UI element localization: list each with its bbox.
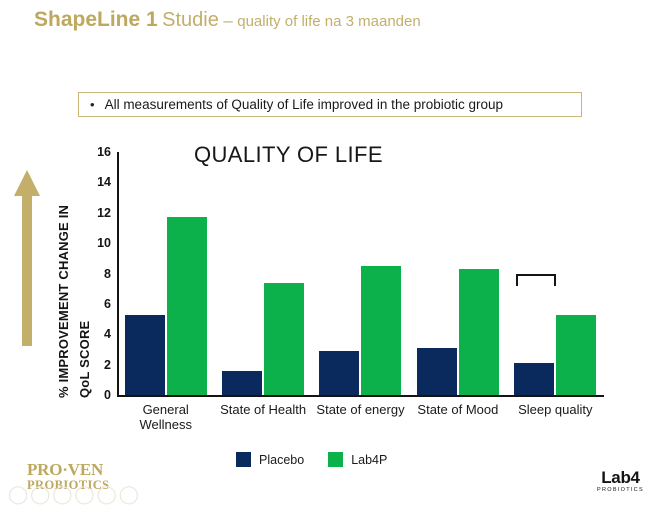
page-title-mid: Studie [162,9,219,31]
lab4-logo-line1: Lab4 [601,468,640,487]
bar-lab4p-state-of-health[interactable] [264,282,305,395]
x-axis-label: State of energy [312,402,409,417]
chart: QUALITY OF LIFE 0 2 4 6 8 10 12 14 16 General Wel… [84,140,614,440]
x-axis-label: General Wellness [117,402,214,432]
bar-group [214,152,311,395]
proven-probiotics-logo: PRO·VEN PROBIOTICS [27,461,110,492]
bar-group [507,152,604,395]
bar-group [117,152,214,395]
proven-logo-line2: PROBIOTICS [27,478,110,492]
bar-group [409,152,506,395]
bar-placebo-state-of-energy[interactable] [319,350,360,395]
plot-area: 0 2 4 6 8 10 12 14 16 General Wellness State of He… [97,146,604,432]
y-axis-ticks: 0 2 4 6 8 10 12 14 16 [84,146,117,401]
bar-placebo-state-of-health[interactable] [222,370,263,395]
y-tick-label: 12 [97,205,111,220]
y-tick-label: 8 [104,266,111,281]
y-tick-label: 10 [97,235,111,250]
significance-bracket [516,273,557,286]
chart-legend: Placebo Lab4P [236,452,387,467]
y-tick-label: 2 [104,357,111,372]
x-axis-line [117,395,604,397]
y-tick-label: 4 [104,327,111,341]
chart-title: QUALITY OF LIFE [194,142,383,167]
x-axis-label: State of Health [214,402,311,417]
x-axis-label-line: State of Mood [417,402,499,417]
y-tick-label: 0 [104,387,111,402]
x-axis-label-line: State of Health [220,402,307,417]
improvement-arrow-icon [13,170,41,346]
x-axis-label: State of Mood [409,402,506,417]
y-tick-label: 16 [97,144,111,159]
x-axis-label-line: Sleep quality [518,402,593,417]
bar-group [312,152,409,395]
bar-lab4p-state-of-energy[interactable] [361,265,402,395]
y-axis-caption-line1: % IMPROVEMENT CHANGE IN [56,204,71,398]
bar-lab4p-general-wellness[interactable] [166,217,207,395]
legend-item-lab4p[interactable]: Lab4P [328,452,387,467]
bar-lab4p-state-of-mood[interactable] [458,268,499,395]
legend-swatch [328,452,344,467]
proven-logo-line1: PRO·VEN [27,460,104,479]
callout-box: • All measurements of Quality of Life im… [78,92,582,117]
y-tick-label: 14 [97,175,111,190]
y-axis-line [117,152,119,396]
page-title-subtitle: quality of life na 3 maanden [237,13,421,30]
legend-item-placebo[interactable]: Placebo [236,452,304,467]
page-title-dash: – [223,11,233,30]
proven-watermark: ◯◯◯◯◯◯ [8,484,141,504]
y-tick-label: 6 [104,296,111,311]
callout-text: All measurements of Quality of Life impr… [104,97,504,112]
legend-label: Placebo [259,452,305,467]
legend-swatch [236,452,251,467]
lab4-probiotics-logo: Lab4 PROBIOTICS [597,469,644,494]
bar-placebo-general-wellness[interactable] [124,314,165,395]
page-title: ShapeLine 1 Studie – quality of life na … [34,8,421,32]
lab4-logo-line2: PROBIOTICS [597,487,644,493]
x-axis-label: Sleep quality [507,402,604,417]
legend-label: Lab4P [351,452,388,467]
page-title-strong: ShapeLine 1 [34,8,158,31]
bar-lab4p-sleep-quality[interactable] [556,314,597,395]
x-axis-label-line: General [142,402,189,417]
y-axis-caption: % IMPROVEMENT CHANGE IN QoL SCORE [40,150,92,400]
x-axis-label-line: State of energy [316,402,405,417]
bullet-icon: • [90,97,95,112]
x-axis-label-line: Wellness [139,417,192,432]
bar-placebo-state-of-mood[interactable] [416,347,457,395]
bar-placebo-sleep-quality[interactable] [514,363,555,395]
